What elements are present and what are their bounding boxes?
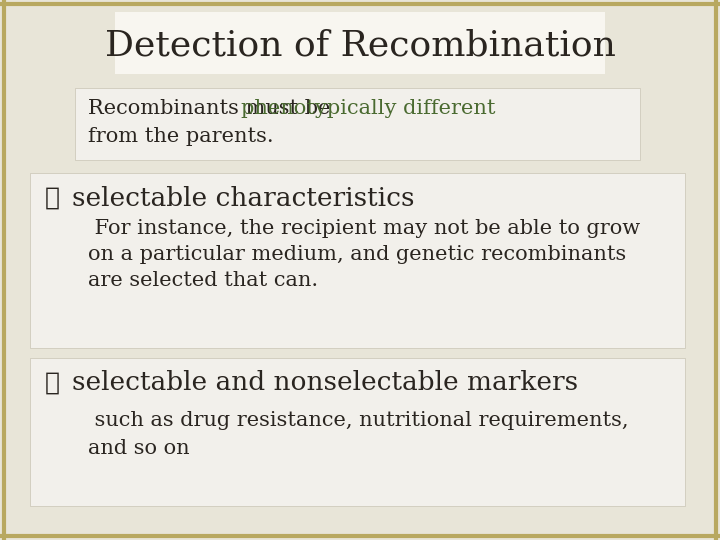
- Text: Detection of Recombination: Detection of Recombination: [104, 29, 616, 63]
- Text: on a particular medium, and genetic recombinants: on a particular medium, and genetic reco…: [88, 245, 626, 264]
- Text: For instance, the recipient may not be able to grow: For instance, the recipient may not be a…: [88, 219, 640, 238]
- Text: from the parents.: from the parents.: [88, 126, 274, 145]
- Text: selectable characteristics: selectable characteristics: [72, 186, 415, 211]
- FancyBboxPatch shape: [30, 173, 685, 348]
- Text: selectable and nonselectable markers: selectable and nonselectable markers: [72, 370, 578, 395]
- FancyBboxPatch shape: [30, 358, 685, 506]
- Text: phenotypically different: phenotypically different: [241, 99, 496, 118]
- Text: such as drug resistance, nutritional requirements,: such as drug resistance, nutritional req…: [88, 410, 629, 429]
- FancyBboxPatch shape: [75, 88, 640, 160]
- FancyBboxPatch shape: [115, 12, 605, 74]
- Text: ❖: ❖: [45, 372, 60, 395]
- Text: are selected that can.: are selected that can.: [88, 271, 318, 289]
- Text: ❖: ❖: [45, 186, 60, 210]
- Text: and so on: and so on: [88, 438, 189, 457]
- Text: Recombinants must be: Recombinants must be: [88, 99, 337, 118]
